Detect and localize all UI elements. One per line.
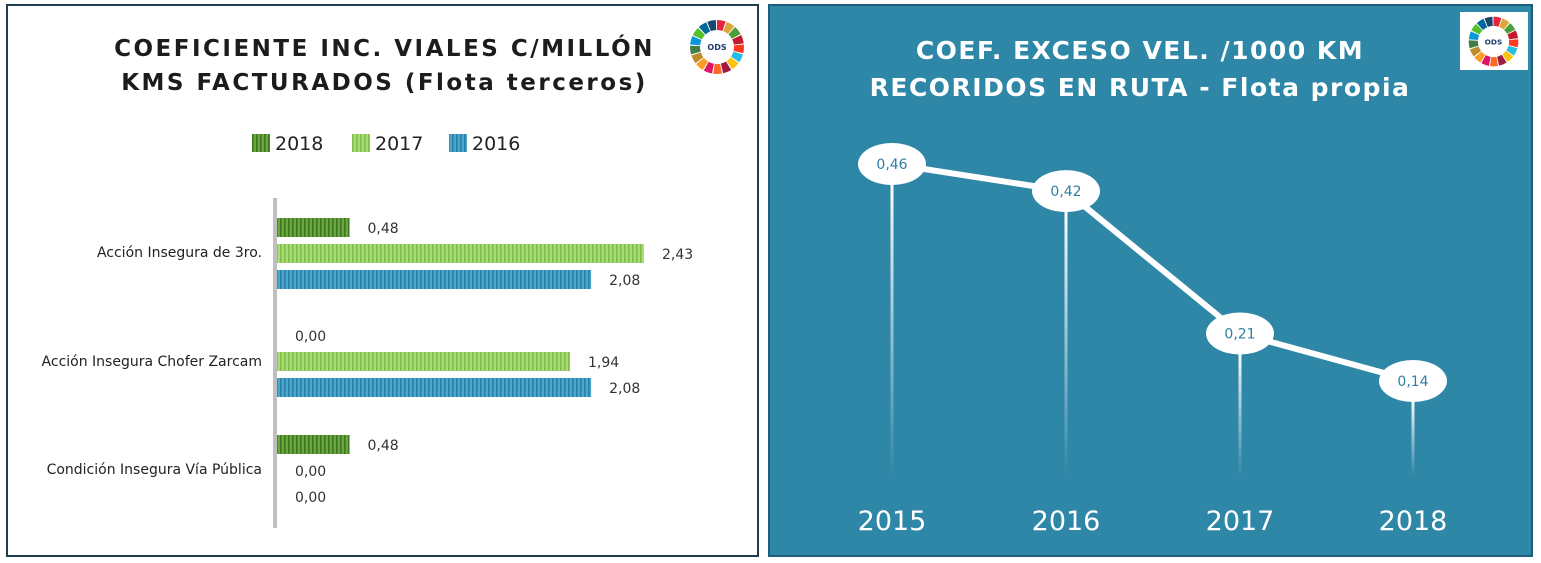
logo-segment [1474, 51, 1486, 63]
logo-center [704, 34, 730, 60]
right-chart-title: COEF. EXCESO VEL. /1000 KM RECORIDOS EN … [770, 32, 1510, 106]
right-chart-title-line2: RECORIDOS EN RUTA - Flota propia [869, 73, 1411, 102]
logo-segment [1471, 23, 1483, 35]
legend-item-2016: 2016 [449, 133, 520, 155]
data-label: 2,08 [609, 273, 640, 289]
logo-segment [1508, 39, 1519, 48]
bar-2017 [277, 352, 570, 371]
data-label: 2,43 [662, 247, 693, 263]
logo-segment [1504, 23, 1516, 34]
legend-label: 2016 [472, 133, 520, 155]
ods-logo: ODS [690, 20, 744, 74]
logo-segment [703, 61, 714, 74]
logo-center [1481, 29, 1506, 54]
left-chart-title: COEFICIENTE INC. VIALES C/MILLÓN KMS FAC… [8, 32, 761, 100]
data-label: 0,48 [367, 438, 398, 454]
logo-segment [1468, 40, 1479, 49]
bar-2018 [277, 435, 350, 454]
logo-segment [733, 44, 744, 54]
logo-segment [723, 21, 735, 34]
logo-segment [707, 20, 717, 32]
logo-segment [1507, 30, 1519, 40]
logo-segment [720, 61, 732, 74]
logo-segment [1476, 18, 1488, 30]
logo-segment [692, 27, 706, 40]
legend-item-2017: 2017 [352, 133, 423, 155]
category-label: Acción Insegura Chofer Zarcam [42, 354, 262, 370]
data-label: 0,21 [1224, 327, 1255, 343]
logo-segment [732, 34, 744, 45]
logo-segment [1493, 16, 1502, 27]
legend-item-2018: 2018 [252, 133, 323, 155]
logo-segment [713, 63, 722, 74]
logo-segment [1502, 50, 1514, 63]
logo-segment [1484, 16, 1493, 27]
logo-segment [1497, 54, 1507, 66]
series-line [891, 161, 1414, 384]
data-label: 0,42 [1050, 184, 1081, 200]
left-chart-title-line2: KMS FACTURADOS (Flota terceros) [121, 70, 648, 96]
logo-segment [726, 57, 739, 70]
ods-logo: ODS [1468, 16, 1519, 67]
legend-swatch [252, 134, 270, 152]
logo-segment [1468, 31, 1480, 41]
logo-segment [690, 45, 701, 55]
data-label: 0,46 [876, 157, 907, 173]
logo-text: ODS [707, 43, 726, 52]
logo-segment [728, 27, 741, 39]
data-marker [1032, 170, 1100, 213]
bar-2016 [277, 270, 592, 289]
logo-segment [1506, 45, 1518, 56]
y-axis-line [273, 198, 277, 528]
legend-swatch [352, 134, 370, 152]
logo-segment [696, 57, 709, 70]
data-marker [1206, 312, 1274, 355]
line-chart: 0,46 2015 0,42 2016 0,21 2017 0,14 2018 [858, 143, 1448, 537]
logo-segment [717, 20, 726, 31]
x-tick-label: 2015 [858, 506, 927, 537]
logo-segment [691, 52, 704, 64]
drop-line [890, 180, 894, 476]
legend-swatch [449, 134, 467, 152]
drop-line [1064, 207, 1068, 476]
data-label: 1,94 [588, 355, 619, 371]
data-label: 0,14 [1397, 374, 1428, 390]
drop-line [1238, 349, 1242, 476]
data-label: 0,00 [295, 490, 326, 506]
x-tick-label: 2018 [1379, 506, 1448, 537]
logo-segment [1490, 56, 1499, 67]
data-label: 0,48 [367, 221, 398, 237]
data-marker [1379, 360, 1447, 402]
logo-segment [690, 36, 702, 46]
bar-2016 [277, 378, 592, 397]
bar-2018 [277, 218, 350, 237]
bar-chart: 2018 2017 2016 Acción Insegura de 3ro. 0,48 2… [42, 133, 693, 528]
bar-2017 [277, 244, 644, 263]
legend-label: 2017 [375, 133, 423, 155]
data-marker [858, 143, 926, 185]
right-chart-panel: COEF. EXCESO VEL. /1000 KM RECORIDOS EN … [768, 4, 1533, 557]
data-label: 0,00 [295, 464, 326, 480]
drop-line [1411, 397, 1415, 476]
category-label: Acción Insegura de 3ro. [97, 245, 262, 261]
right-chart-title-line1: COEF. EXCESO VEL. /1000 KM [915, 36, 1365, 65]
legend-label: 2018 [275, 133, 323, 155]
logo-segment [1481, 55, 1491, 66]
logo-segment [1499, 18, 1510, 30]
x-tick-label: 2017 [1206, 506, 1275, 537]
left-chart-title-line1: COEFICIENTE INC. VIALES C/MILLÓN [114, 36, 655, 62]
x-tick-label: 2016 [1032, 506, 1101, 537]
logo-text: ODS [1485, 37, 1503, 46]
data-label: 0,00 [295, 329, 326, 345]
logo-segment [731, 51, 743, 63]
logo-segment [1469, 46, 1482, 57]
data-label: 2,08 [609, 381, 640, 397]
category-label: Condición Insegura Vía Pública [47, 462, 262, 478]
left-chart-panel: COEFICIENTE INC. VIALES C/MILLÓN KMS FAC… [6, 4, 759, 557]
logo-segment [698, 22, 711, 35]
